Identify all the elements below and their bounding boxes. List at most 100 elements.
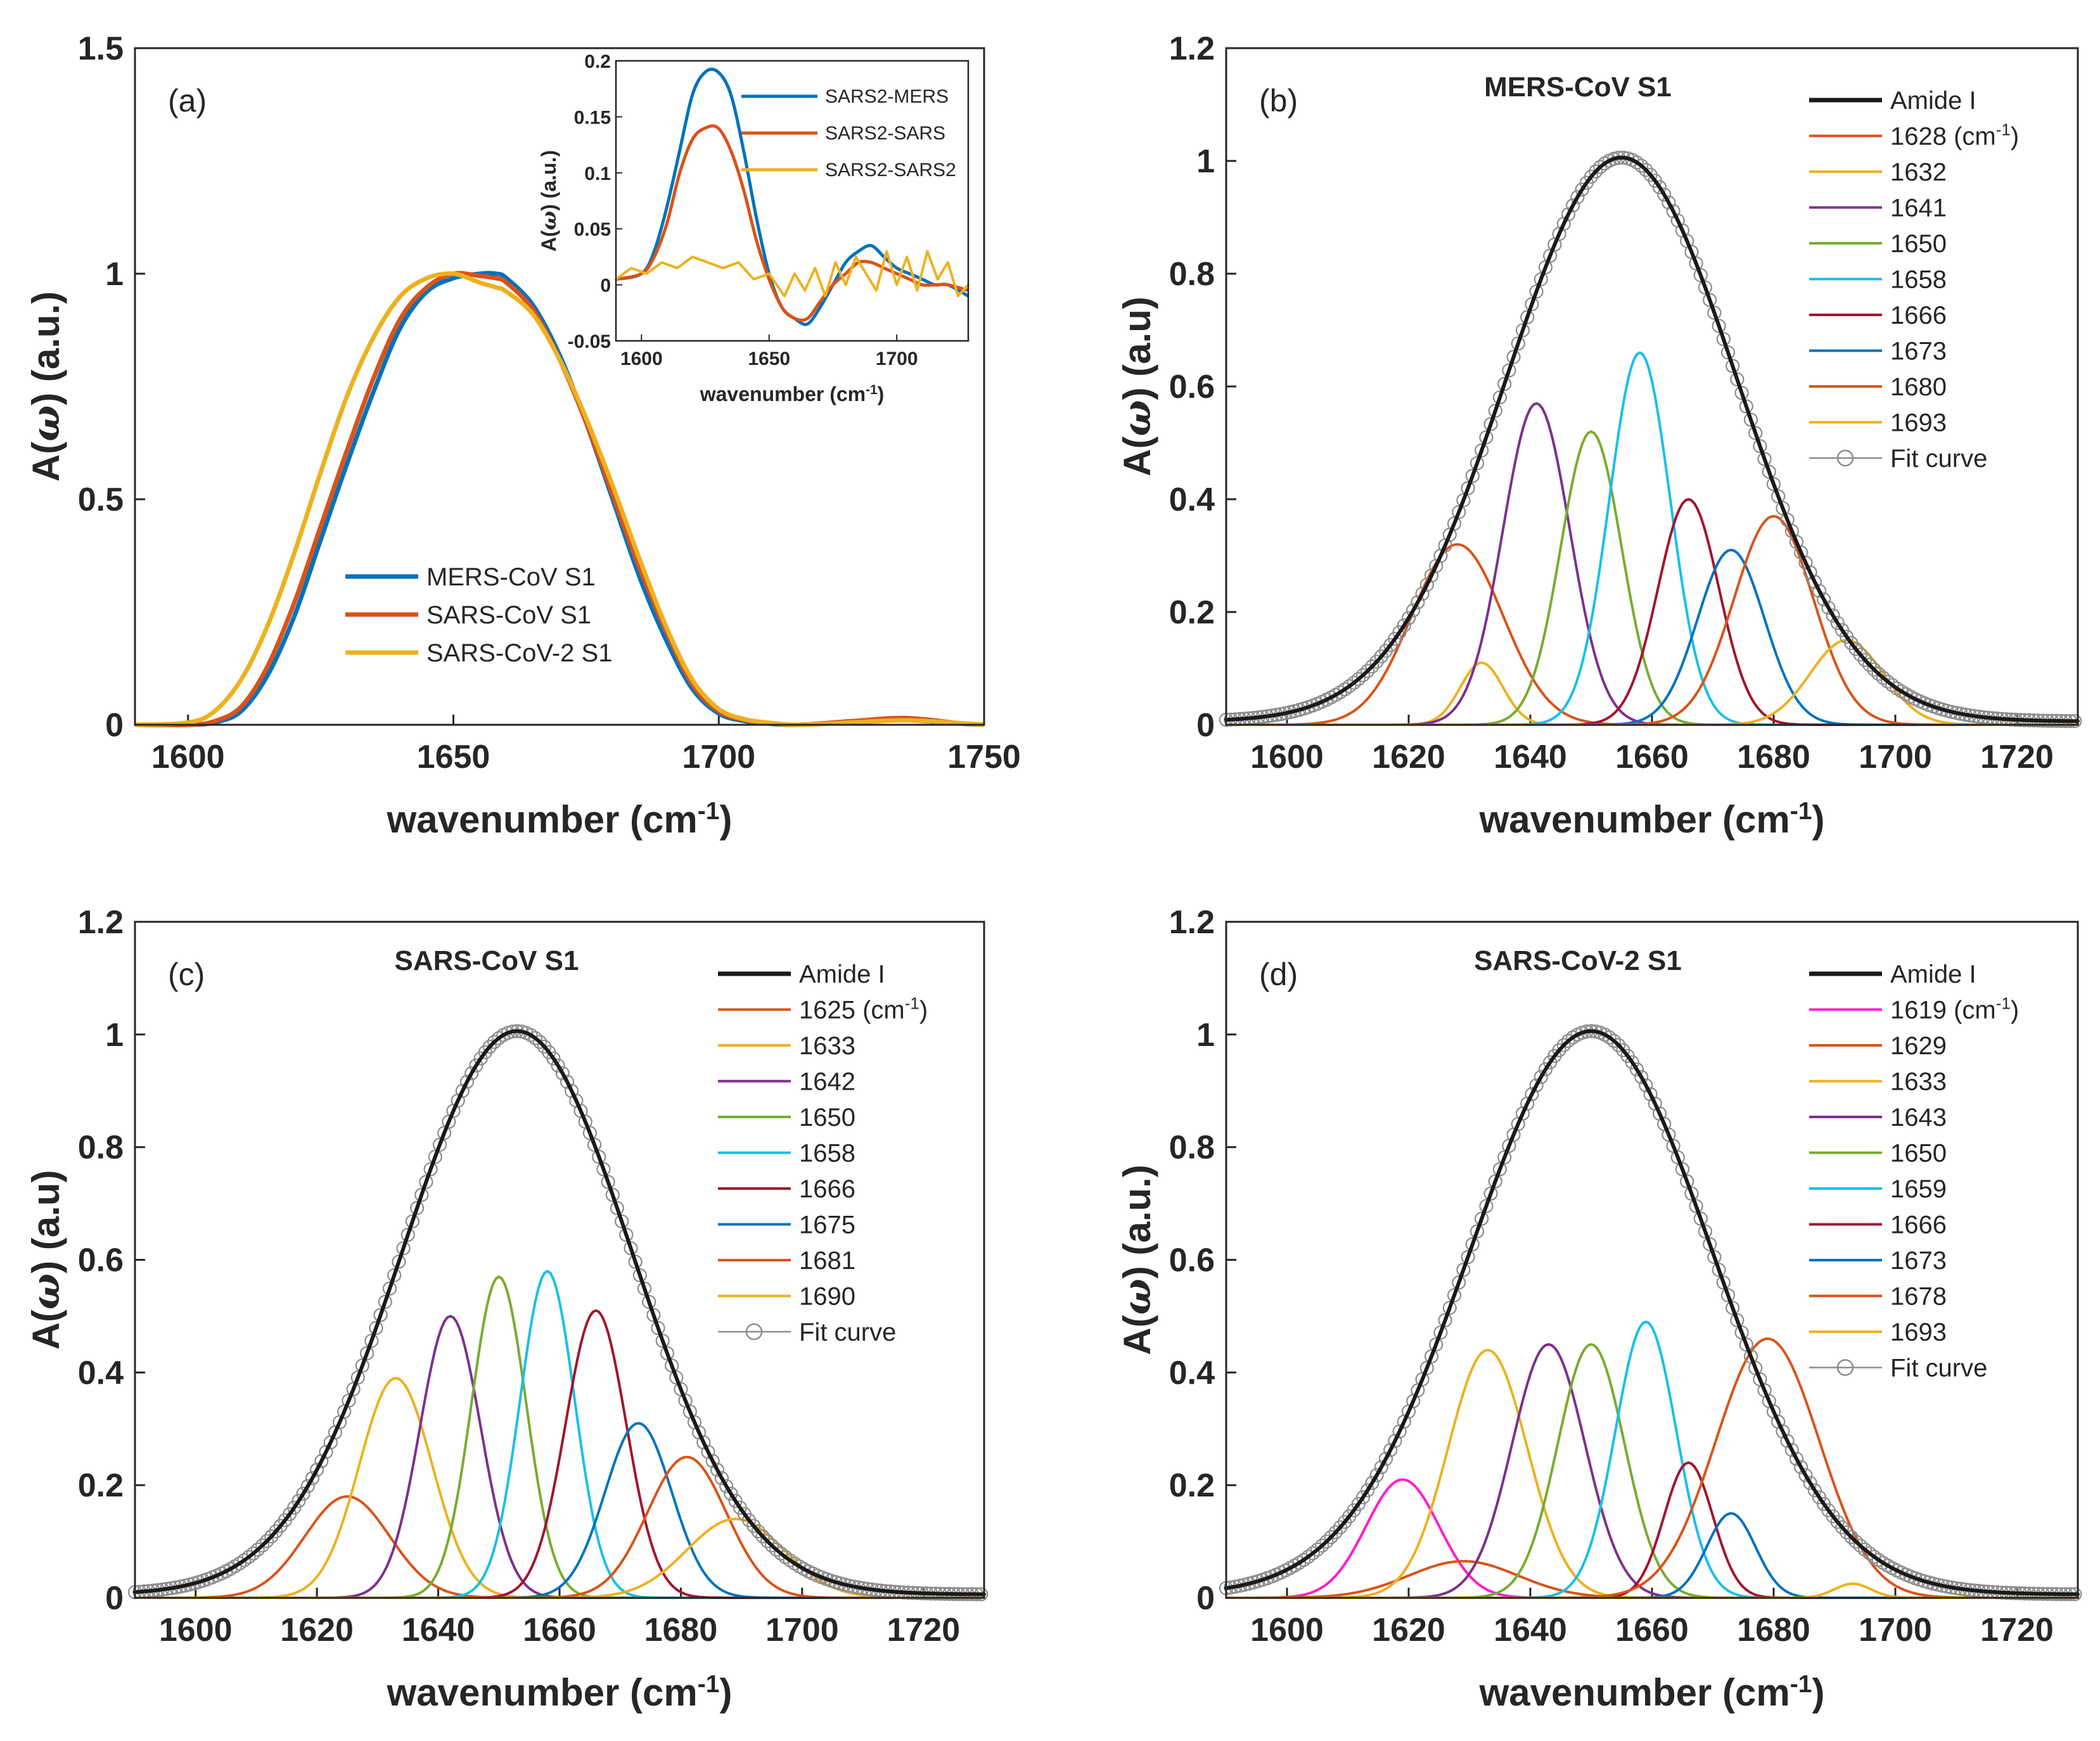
fit-curve-marker [1807, 1483, 1822, 1498]
fit-curve-marker [1424, 568, 1439, 583]
fit-curve-marker [396, 1241, 411, 1256]
fit-curve-marker [355, 1358, 370, 1373]
legend-label: Fit curve [799, 1318, 896, 1346]
legend-label: 1628 (cm-1) [1890, 120, 2019, 151]
legend-label: 1650 [1890, 230, 1947, 258]
fit-curve-marker [1355, 668, 1371, 682]
fit-curve-marker [1794, 1460, 1809, 1474]
legend-label: 1673 [1890, 1247, 1947, 1275]
fit-curve-marker [1734, 385, 1749, 400]
fit-curve-marker [546, 1051, 561, 1066]
panel-title: MERS-CoV S1 [1484, 72, 1672, 103]
y-tick-label: 0 [600, 276, 611, 297]
fit-curve-marker [1803, 1476, 1817, 1490]
fit-curve-marker [1730, 372, 1745, 386]
fit-curve-marker [1397, 618, 1411, 633]
fit-curve-marker [414, 1187, 429, 1202]
legend-label: Fit curve [1890, 445, 1987, 473]
legend-label: SARS-CoV-2 S1 [426, 639, 612, 667]
fit-curve-marker [1355, 1490, 1371, 1505]
y-tick-label: 0.4 [1169, 1355, 1215, 1391]
inset-legend-label: SARS2-SARS2 [825, 160, 956, 181]
legend-label: 1666 [799, 1175, 855, 1203]
fit-curve-marker [314, 1454, 329, 1469]
fit-curve-marker [1556, 217, 1571, 231]
fit-curve-marker [1643, 1087, 1658, 1102]
legend-label: 1632 [1890, 158, 1947, 186]
fit-curve-marker [1502, 363, 1516, 378]
fit-curve-marker [255, 1538, 270, 1553]
fit-curve-marker [1634, 158, 1649, 173]
fit-curve-marker [1529, 1078, 1544, 1093]
x-axis-label: wavenumber (cm-1) [1479, 798, 1825, 841]
fit-curve-marker [1305, 1546, 1320, 1560]
y-tick-label: 0.5 [78, 481, 124, 518]
fit-curve-marker [1538, 1062, 1553, 1077]
fit-curve-marker [710, 1462, 725, 1477]
fit-curve-marker [1525, 1087, 1539, 1102]
fit-curve-marker [1447, 1288, 1462, 1303]
fit-curve-marker [1693, 268, 1708, 283]
panel-d: 1600 1620 1640 1660 1680 1700 1720 0 0.2 0.4 0.6 0.… [1115, 904, 2082, 1714]
x-tick-label: 1720 [1980, 1612, 2054, 1649]
fit-curve-marker [1452, 1275, 1466, 1290]
fit-curve-marker [719, 1479, 734, 1493]
y-tick-label: 0.8 [1169, 1130, 1215, 1166]
fit-curve-marker [1730, 1313, 1745, 1327]
fit-curve-marker [1757, 452, 1772, 466]
fit-curve-marker [532, 1035, 547, 1049]
axes-box [134, 921, 985, 1599]
fit-curve-marker [300, 1479, 315, 1493]
fit-curve-marker [587, 1137, 602, 1152]
fit-curve-marker [1629, 1062, 1644, 1077]
y-tick-label: 0.6 [1169, 1242, 1215, 1279]
fit-curve-marker [387, 1268, 402, 1282]
inset-series-line-sars2-sars2 [615, 250, 970, 298]
fit-curve-marker [1584, 169, 1599, 184]
fit-curve-marker [1525, 297, 1539, 312]
fit-curve-marker [1465, 468, 1480, 483]
fit-curve-marker [1698, 280, 1713, 295]
plot-area [616, 61, 968, 341]
fit-curve-marker [1347, 675, 1361, 690]
inset: 1600 1650 1700 -0.05 0 0.05 0.1 0.15 0.2 wavenumb… [537, 51, 970, 405]
fit-curve-marker [1625, 1055, 1639, 1069]
legend-marker-fit [1836, 449, 1854, 467]
fit-curve-marker [555, 1066, 570, 1081]
legend-marker-fit [745, 1323, 763, 1341]
x-tick-label: 1700 [876, 348, 918, 369]
fit-curve-marker [619, 1227, 634, 1242]
y-tick-label: 1 [1196, 1017, 1215, 1054]
x-tick-label: 1600 [1250, 1612, 1324, 1649]
fit-curve-marker [1817, 592, 1831, 607]
fit-curve-marker [551, 1058, 565, 1073]
fit-curve-marker [1666, 204, 1681, 219]
x-tick-label: 1720 [1980, 739, 2054, 775]
legend-label: SARS-CoV S1 [426, 601, 591, 629]
fit-curve-marker [1789, 1451, 1804, 1466]
fit-curve-marker [1629, 155, 1644, 170]
fit-curve-marker [1876, 670, 1890, 686]
amide-i-curve [133, 1029, 986, 1597]
fit-curve-marker [642, 1294, 656, 1309]
fit-curve-marker [1515, 323, 1530, 338]
legend-label: 1659 [1890, 1175, 1947, 1203]
fit-curve-marker [1315, 1538, 1329, 1553]
legend-label: Fit curve [1890, 1355, 1987, 1382]
amide-i-curve [1224, 1029, 2080, 1597]
legend-label: 1650 [799, 1104, 855, 1132]
fit-curve-marker [764, 1538, 779, 1553]
y-axis-label: A(ω) (a.u) [1115, 297, 1160, 476]
fit-curve-marker [1475, 1211, 1489, 1226]
plot-area [135, 922, 984, 1598]
fit-curve-marker [1703, 1237, 1717, 1252]
fit-curve-marker [378, 1294, 392, 1309]
fit-curve-marker [1798, 1468, 1813, 1483]
fit-curve-marker [1812, 584, 1827, 598]
fit-curve-marker [751, 1524, 765, 1539]
fit-curve-marker [560, 1075, 575, 1089]
fit-curve-marker [1753, 438, 1767, 454]
y-axis-label: A(ω) (a.u) [24, 1170, 68, 1350]
fit-curve-marker [250, 1542, 265, 1557]
fit-curve-marker [1826, 608, 1840, 623]
